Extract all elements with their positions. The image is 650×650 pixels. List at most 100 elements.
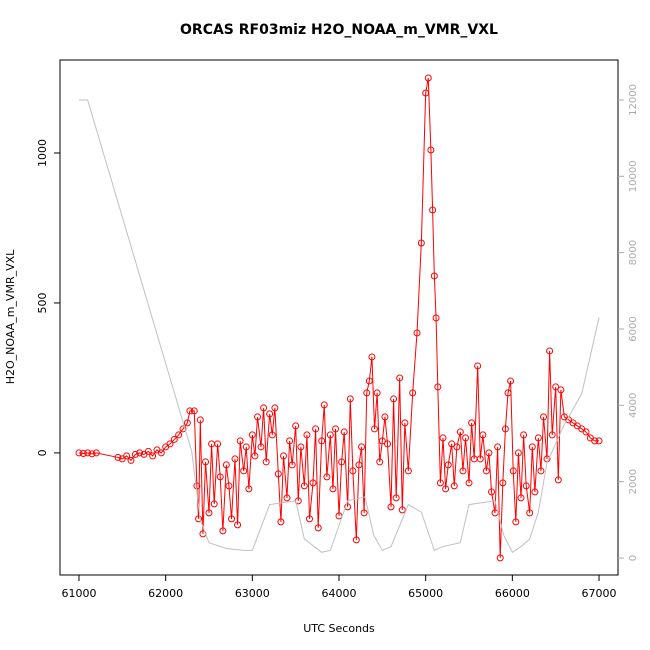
data-point xyxy=(214,440,222,448)
data-point xyxy=(326,431,334,439)
data-point xyxy=(216,473,224,481)
data-point xyxy=(453,443,461,451)
data-point xyxy=(485,449,493,457)
data-point xyxy=(526,509,534,517)
data-point xyxy=(195,515,203,523)
data-point xyxy=(186,407,194,415)
data-point xyxy=(332,425,340,433)
data-point xyxy=(352,536,360,544)
data-point xyxy=(280,452,288,460)
data-point xyxy=(248,431,256,439)
data-point xyxy=(358,443,366,451)
data-point xyxy=(548,431,556,439)
data-point xyxy=(166,440,174,448)
data-point xyxy=(456,428,464,436)
data-point xyxy=(528,443,536,451)
data-point xyxy=(260,404,268,412)
data-point xyxy=(205,509,213,517)
data-point xyxy=(251,452,259,460)
data-point xyxy=(127,456,135,464)
data-point xyxy=(514,449,522,457)
data-point xyxy=(268,431,276,439)
data-point xyxy=(494,443,502,451)
data-point xyxy=(149,452,157,460)
x-tick-label: 61000 xyxy=(61,587,96,600)
data-point xyxy=(202,458,210,466)
data-point xyxy=(170,435,178,443)
data-point xyxy=(540,413,548,421)
chart-title: ORCAS RF03miz H2O_NOAA_m_VMR_VXL xyxy=(180,22,498,38)
data-point xyxy=(424,74,432,82)
data-point xyxy=(274,470,282,478)
data-point xyxy=(504,389,512,397)
data-point xyxy=(417,239,425,247)
data-point xyxy=(245,485,253,493)
data-point xyxy=(396,374,404,382)
data-point xyxy=(210,500,218,508)
data-point xyxy=(123,452,131,460)
data-point xyxy=(429,206,437,214)
y2-tick-label: 0 xyxy=(628,555,639,561)
data-point xyxy=(482,467,490,475)
data-point xyxy=(318,437,326,445)
data-point xyxy=(373,389,381,397)
data-point xyxy=(520,431,528,439)
data-point xyxy=(462,434,470,442)
data-point xyxy=(175,431,183,439)
x-tick-label: 64000 xyxy=(322,587,357,600)
data-point xyxy=(340,428,348,436)
y2-tick-label: 10000 xyxy=(628,160,639,192)
data-point xyxy=(266,410,274,418)
data-point xyxy=(534,434,542,442)
data-point xyxy=(479,431,487,439)
data-point xyxy=(88,450,96,458)
data-point xyxy=(459,467,467,475)
data-point xyxy=(242,443,250,451)
data-point xyxy=(465,479,473,487)
series-line xyxy=(78,77,600,558)
data-point xyxy=(75,449,83,457)
data-point xyxy=(306,515,314,523)
data-point xyxy=(595,437,603,445)
data-point xyxy=(582,428,590,436)
data-point xyxy=(501,425,509,433)
data-point xyxy=(183,419,191,427)
data-point xyxy=(434,383,442,391)
data-point xyxy=(376,458,384,466)
x-axis-label: UTC Seconds xyxy=(303,622,375,635)
data-point xyxy=(450,482,458,490)
data-point xyxy=(409,389,417,397)
data-point xyxy=(286,437,294,445)
data-point xyxy=(320,401,328,409)
data-point xyxy=(346,395,354,403)
data-point xyxy=(329,485,337,493)
data-point xyxy=(297,443,305,451)
data-point xyxy=(131,450,139,458)
data-point xyxy=(413,329,421,337)
data-point xyxy=(488,488,496,496)
data-point xyxy=(444,461,452,469)
data-point xyxy=(390,395,398,403)
data-point xyxy=(179,425,187,433)
data-point xyxy=(219,527,227,535)
data-point xyxy=(114,453,122,461)
data-point xyxy=(309,479,317,487)
data-point xyxy=(387,503,395,511)
data-point xyxy=(427,146,435,154)
data-point xyxy=(271,404,279,412)
data-point xyxy=(401,419,409,427)
data-point xyxy=(157,449,165,457)
data-point xyxy=(371,425,379,433)
data-point xyxy=(349,467,357,475)
data-point xyxy=(591,437,599,445)
data-point xyxy=(228,515,236,523)
data-point xyxy=(507,377,515,385)
data-point xyxy=(468,419,476,427)
data-point xyxy=(196,416,204,424)
data-point xyxy=(144,447,152,455)
data-point xyxy=(392,494,400,502)
data-point xyxy=(240,467,248,475)
data-point xyxy=(430,272,438,280)
data-point xyxy=(283,494,291,502)
